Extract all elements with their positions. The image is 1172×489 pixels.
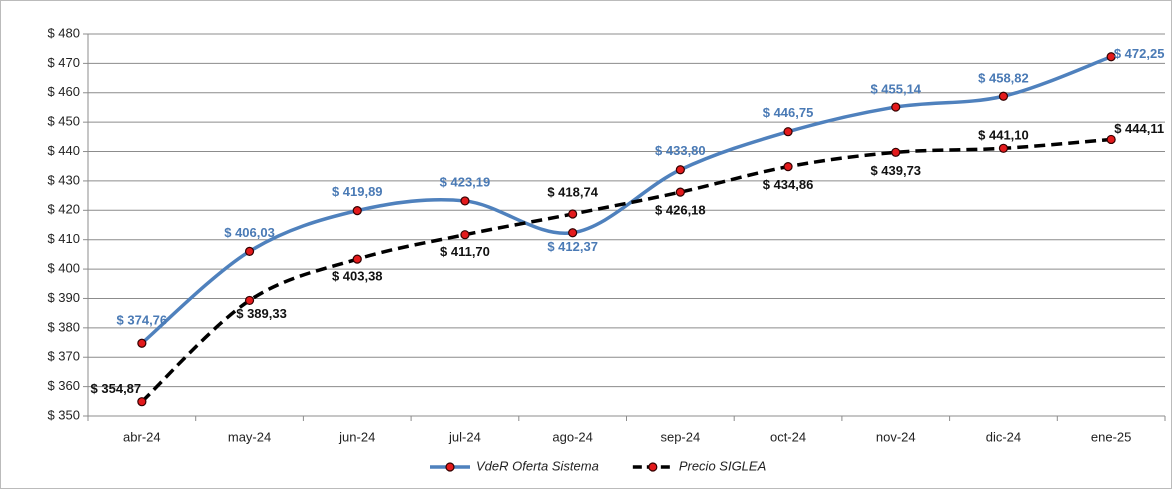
data-label: $ 426,18	[655, 203, 706, 218]
legend-label: VdeR Oferta Sistema	[476, 458, 599, 473]
data-label: $ 412,37	[547, 239, 598, 254]
data-label: $ 433,80	[655, 143, 706, 158]
data-label: $ 354,87	[91, 381, 142, 396]
y-tick-label: $ 410	[47, 231, 80, 246]
data-label: $ 455,14	[870, 81, 921, 96]
series-line	[140, 137, 1112, 403]
data-label: $ 472,25	[1114, 46, 1165, 61]
legend-label: Precio SIGLEA	[679, 458, 766, 473]
data-point	[675, 187, 685, 197]
y-tick-label: $ 380	[47, 319, 80, 334]
data-point	[891, 147, 901, 157]
data-point	[137, 338, 147, 348]
data-label: $ 418,74	[547, 184, 598, 199]
legend-marker	[648, 462, 658, 472]
data-point	[998, 143, 1009, 153]
data-point	[891, 102, 901, 112]
data-label: $ 419,89	[332, 184, 383, 199]
y-tick-label: $ 470	[47, 55, 80, 70]
data-label: $ 439,73	[870, 163, 921, 178]
data-point	[137, 397, 147, 407]
data-point	[352, 206, 362, 216]
data-point	[460, 196, 470, 206]
data-point	[352, 254, 362, 264]
x-tick-label: ago-24	[552, 429, 592, 444]
y-tick-label: $ 450	[47, 114, 80, 129]
data-label: $ 446,75	[763, 105, 814, 120]
data-point	[783, 162, 793, 172]
data-point	[568, 228, 578, 238]
series-line	[140, 55, 1112, 345]
data-label: $ 389,33	[236, 306, 287, 321]
y-tick-label: $ 370	[47, 349, 80, 364]
y-tick-label: $ 360	[47, 378, 80, 393]
x-tick-label: oct-24	[770, 429, 806, 444]
data-label: $ 423,19	[440, 174, 491, 189]
y-tick-label: $ 400	[47, 261, 80, 276]
y-tick-label: $ 460	[47, 84, 80, 99]
legend-marker	[445, 462, 455, 472]
data-point	[460, 230, 470, 240]
data-point	[1106, 134, 1116, 145]
x-tick-label: sep-24	[660, 429, 700, 444]
data-point	[244, 295, 255, 306]
data-label: $ 444,11	[1114, 121, 1164, 136]
x-tick-label: dic-24	[986, 429, 1021, 444]
x-tick-label: abr-24	[123, 429, 161, 444]
data-label: $ 374,76	[117, 313, 168, 328]
data-label: $ 406,03	[224, 225, 275, 240]
data-label: $ 411,70	[440, 244, 490, 259]
x-tick-label: ene-25	[1091, 429, 1131, 444]
x-tick-label: jul-24	[448, 429, 481, 444]
data-label: $ 434,86	[763, 177, 814, 192]
y-tick-label: $ 390	[47, 290, 80, 305]
x-tick-label: jun-24	[338, 429, 375, 444]
data-label: $ 441,10	[978, 128, 1029, 143]
y-tick-label: $ 350	[47, 407, 80, 422]
y-tick-label: $ 430	[47, 172, 80, 187]
y-tick-label: $ 420	[47, 202, 80, 217]
data-label: $ 458,82	[978, 71, 1029, 86]
x-tick-label: nov-24	[876, 429, 916, 444]
data-point	[783, 127, 793, 137]
y-tick-label: $ 480	[47, 25, 80, 40]
data-point	[998, 91, 1009, 101]
data-point	[675, 165, 685, 175]
data-point	[568, 209, 578, 219]
data-point	[244, 246, 255, 256]
y-tick-label: $ 440	[47, 143, 80, 158]
data-label: $ 403,38	[332, 269, 383, 284]
data-point	[1106, 52, 1116, 62]
x-tick-label: may-24	[228, 429, 271, 444]
